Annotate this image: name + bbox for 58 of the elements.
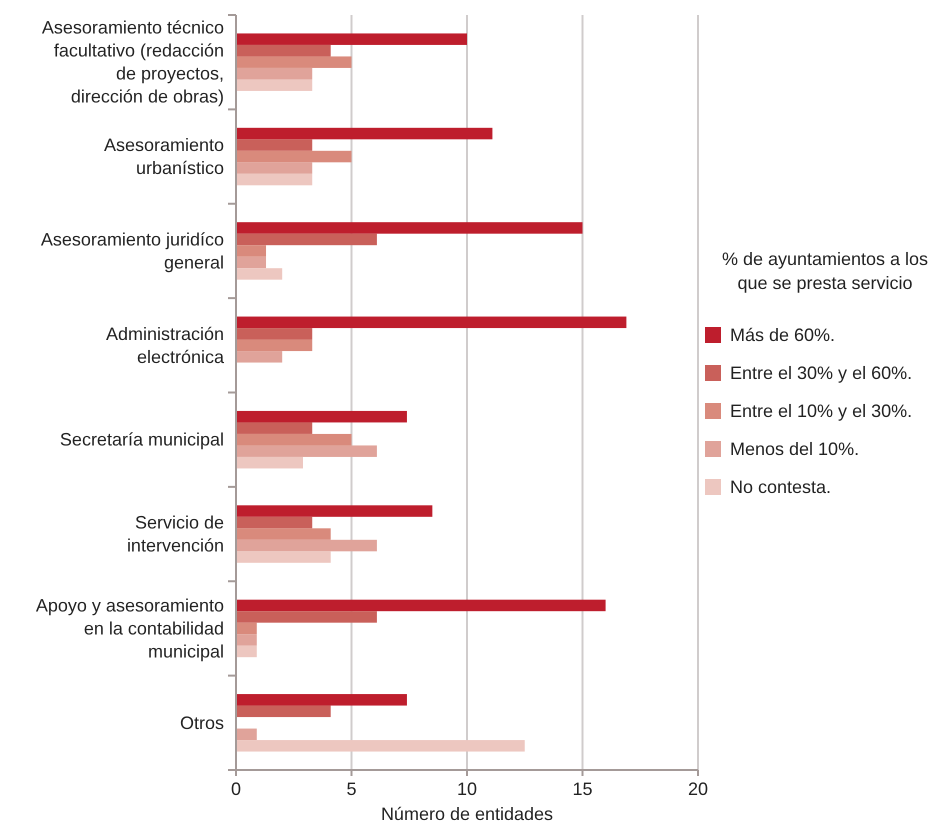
bar: [236, 422, 312, 434]
y-tick-label: Secretaría municipal: [60, 430, 224, 450]
bar: [236, 79, 312, 91]
bar: [236, 256, 266, 268]
bar: [236, 410, 407, 422]
x-tick-label: 5: [346, 779, 357, 799]
bar: [236, 551, 331, 563]
bar: [236, 33, 467, 45]
y-tick-label: Asesoramiento técnico facultativo (redacción de proyectos, dirección de obras): [42, 18, 224, 107]
bar: [236, 728, 257, 740]
bar: [236, 706, 331, 718]
bar: [236, 351, 282, 363]
bar: [236, 740, 525, 752]
bar: [236, 245, 266, 257]
bar: [236, 634, 257, 646]
bar: [236, 162, 312, 174]
bar: [236, 505, 432, 517]
x-tick-label: 20: [688, 779, 708, 799]
bar: [236, 540, 377, 552]
legend-label: Más de 60%.: [730, 325, 836, 345]
legend-label: Entre el 30% y el 60%.: [730, 363, 912, 383]
x-tick-label: 15: [572, 779, 593, 799]
bar: [236, 600, 606, 612]
bar: [236, 174, 312, 186]
bar: [236, 445, 377, 457]
legend-label: Menos del 10%.: [730, 439, 860, 459]
y-tick-label: Asesoramiento juridíco general: [40, 229, 224, 272]
bar: [236, 646, 257, 658]
bar: [236, 611, 377, 623]
bar: [236, 516, 312, 528]
y-tick-label: Administración electrónica: [106, 324, 225, 367]
bar: [236, 139, 312, 151]
bar: [236, 128, 492, 140]
bar: [236, 340, 312, 352]
bar: [236, 694, 407, 706]
x-axis-title: Número de entidades: [380, 804, 554, 823]
bar: [236, 316, 626, 328]
bar: [236, 328, 312, 340]
bar: [236, 234, 377, 246]
bar: [236, 434, 352, 446]
y-tick-label: Asesoramiento urbanístico: [104, 135, 224, 178]
bar: [236, 268, 282, 280]
bar: [236, 622, 257, 634]
bar: [236, 456, 303, 468]
bar: [236, 44, 331, 56]
bar: [236, 150, 352, 162]
bar: [236, 528, 331, 540]
bar: [236, 56, 352, 68]
legend-label: Entre el 10% y el 30%.: [730, 401, 912, 421]
bar: [236, 222, 582, 234]
bar: [236, 68, 312, 80]
legend-label: No contesta.: [730, 477, 832, 497]
y-tick-label: Apoyo y asesoramiento en la contabilidad municipal: [36, 595, 224, 662]
x-tick-label: 10: [456, 779, 478, 799]
legend-title: % de ayuntamientos a los que se presta servicio: [722, 249, 928, 293]
x-tick-label: 0: [230, 779, 242, 799]
y-tick-label: Servicio de intervención: [126, 512, 224, 556]
y-tick-label: Otros: [180, 712, 224, 733]
